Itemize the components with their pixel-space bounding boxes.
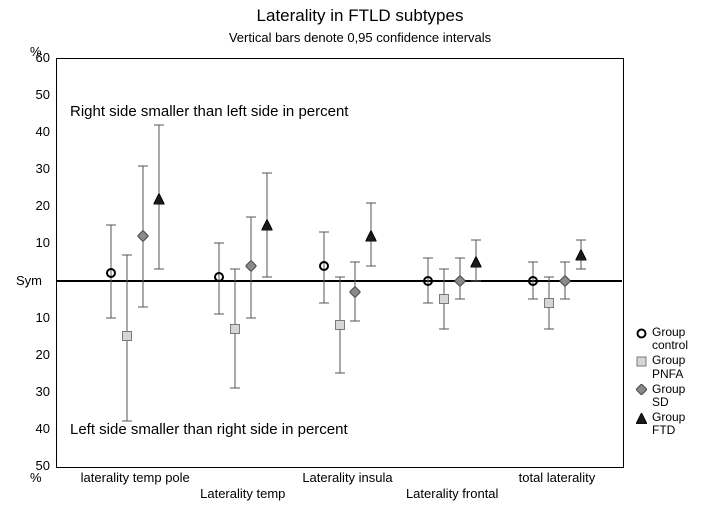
- y-tick-label: 10: [26, 235, 50, 250]
- data-point-SD: [455, 275, 466, 286]
- errorbar-cap: [576, 239, 586, 240]
- data-point-SD: [559, 275, 570, 286]
- errorbar-cap: [154, 269, 164, 270]
- data-point-SD: [138, 231, 149, 242]
- data-point-FTD: [154, 193, 165, 204]
- y-tick-label: 50: [26, 458, 50, 473]
- triangle-icon: [630, 411, 652, 425]
- y-tick-label: 50: [26, 87, 50, 102]
- errorbar-cap: [350, 262, 360, 263]
- y-tick-label: 30: [26, 384, 50, 399]
- errorbar-cap: [138, 165, 148, 166]
- errorbar-cap: [319, 302, 329, 303]
- annotation-upper: Right side smaller than left side in per…: [70, 103, 348, 120]
- data-point-PNFA: [439, 294, 450, 305]
- errorbar-cap: [122, 421, 132, 422]
- y-tick-label: 60: [26, 50, 50, 65]
- errorbar-cap: [230, 269, 240, 270]
- errorbar-cap: [335, 373, 345, 374]
- legend-label: GroupSD: [652, 383, 685, 409]
- errorbar-cap: [455, 299, 465, 300]
- data-point-PNFA: [334, 320, 345, 331]
- errorbar-cap: [560, 299, 570, 300]
- annotation-lower: Left side smaller than right side in per…: [70, 421, 348, 438]
- legend-label: GroupPNFA: [652, 354, 685, 380]
- chart-subtitle: Vertical bars denote 0,95 confidence int…: [0, 30, 720, 45]
- data-point-control: [106, 268, 117, 279]
- legend-item-PNFA: GroupPNFA: [630, 354, 688, 380]
- y-tick-label: 40: [26, 421, 50, 436]
- data-point-control: [528, 275, 539, 286]
- data-point-control: [214, 271, 225, 282]
- y-tick-label: 10: [26, 310, 50, 325]
- errorbar-cap: [528, 262, 538, 263]
- legend-item-FTD: GroupFTD: [630, 411, 688, 437]
- errorbar-cap: [423, 302, 433, 303]
- x-tick-label: total laterality: [487, 470, 627, 485]
- data-point-PNFA: [229, 323, 240, 334]
- data-point-PNFA: [543, 297, 554, 308]
- plot-area: [56, 58, 624, 468]
- y-sym-label: Sym: [16, 273, 42, 288]
- legend: GroupcontrolGroupPNFA GroupSDGroupFTD: [630, 326, 688, 440]
- errorbar-cap: [262, 172, 272, 173]
- errorbar-cap: [246, 217, 256, 218]
- errorbar-cap: [544, 276, 554, 277]
- circle-icon: [630, 326, 652, 340]
- errorbar-cap: [544, 328, 554, 329]
- data-point-control: [318, 260, 329, 271]
- errorbar-cap: [214, 313, 224, 314]
- errorbar-cap: [350, 321, 360, 322]
- errorbar-cap: [138, 306, 148, 307]
- errorbar-cap: [319, 232, 329, 233]
- x-tick-label: Laterality temp: [173, 486, 313, 501]
- errorbar-cap: [106, 317, 116, 318]
- x-tick-label: laterality temp pole: [65, 470, 205, 485]
- data-point-FTD: [261, 219, 272, 230]
- y-tick-label: 20: [26, 198, 50, 213]
- x-tick-label: Laterality insula: [277, 470, 417, 485]
- errorbar-cap: [528, 299, 538, 300]
- data-point-SD: [245, 260, 256, 271]
- errorbar-cap: [106, 224, 116, 225]
- errorbar-cap: [366, 202, 376, 203]
- legend-label: GroupFTD: [652, 411, 685, 437]
- errorbar-cap: [230, 388, 240, 389]
- y-tick-label: 30: [26, 161, 50, 176]
- errorbar-cap: [439, 328, 449, 329]
- data-point-FTD: [470, 257, 481, 268]
- errorbar-cap: [246, 317, 256, 318]
- errorbar-cap: [366, 265, 376, 266]
- errorbar-cap: [439, 269, 449, 270]
- data-point-PNFA: [122, 331, 133, 342]
- errorbar-cap: [335, 276, 345, 277]
- errorbar-cap: [423, 258, 433, 259]
- errorbar-cap: [262, 276, 272, 277]
- data-point-FTD: [575, 249, 586, 260]
- legend-item-SD: GroupSD: [630, 383, 688, 409]
- legend-label: Groupcontrol: [652, 326, 688, 352]
- chart-title: Laterality in FTLD subtypes: [0, 6, 720, 26]
- legend-item-control: Groupcontrol: [630, 326, 688, 352]
- errorbar-cap: [576, 269, 586, 270]
- chart-container: Laterality in FTLD subtypes Vertical bar…: [0, 0, 720, 508]
- square-icon: [630, 354, 652, 368]
- errorbar-cap: [154, 124, 164, 125]
- errorbar-cap: [455, 258, 465, 259]
- data-point-SD: [350, 286, 361, 297]
- errorbar-cap: [122, 254, 132, 255]
- errorbar-cap: [471, 239, 481, 240]
- y-tick-label: 40: [26, 124, 50, 139]
- x-tick-label: Laterality frontal: [382, 486, 522, 501]
- y-tick-label: 20: [26, 347, 50, 362]
- data-point-FTD: [366, 231, 377, 242]
- errorbar-cap: [560, 262, 570, 263]
- data-point-control: [423, 275, 434, 286]
- errorbar-cap: [471, 280, 481, 281]
- errorbar-cap: [214, 243, 224, 244]
- diamond-icon: [630, 383, 652, 397]
